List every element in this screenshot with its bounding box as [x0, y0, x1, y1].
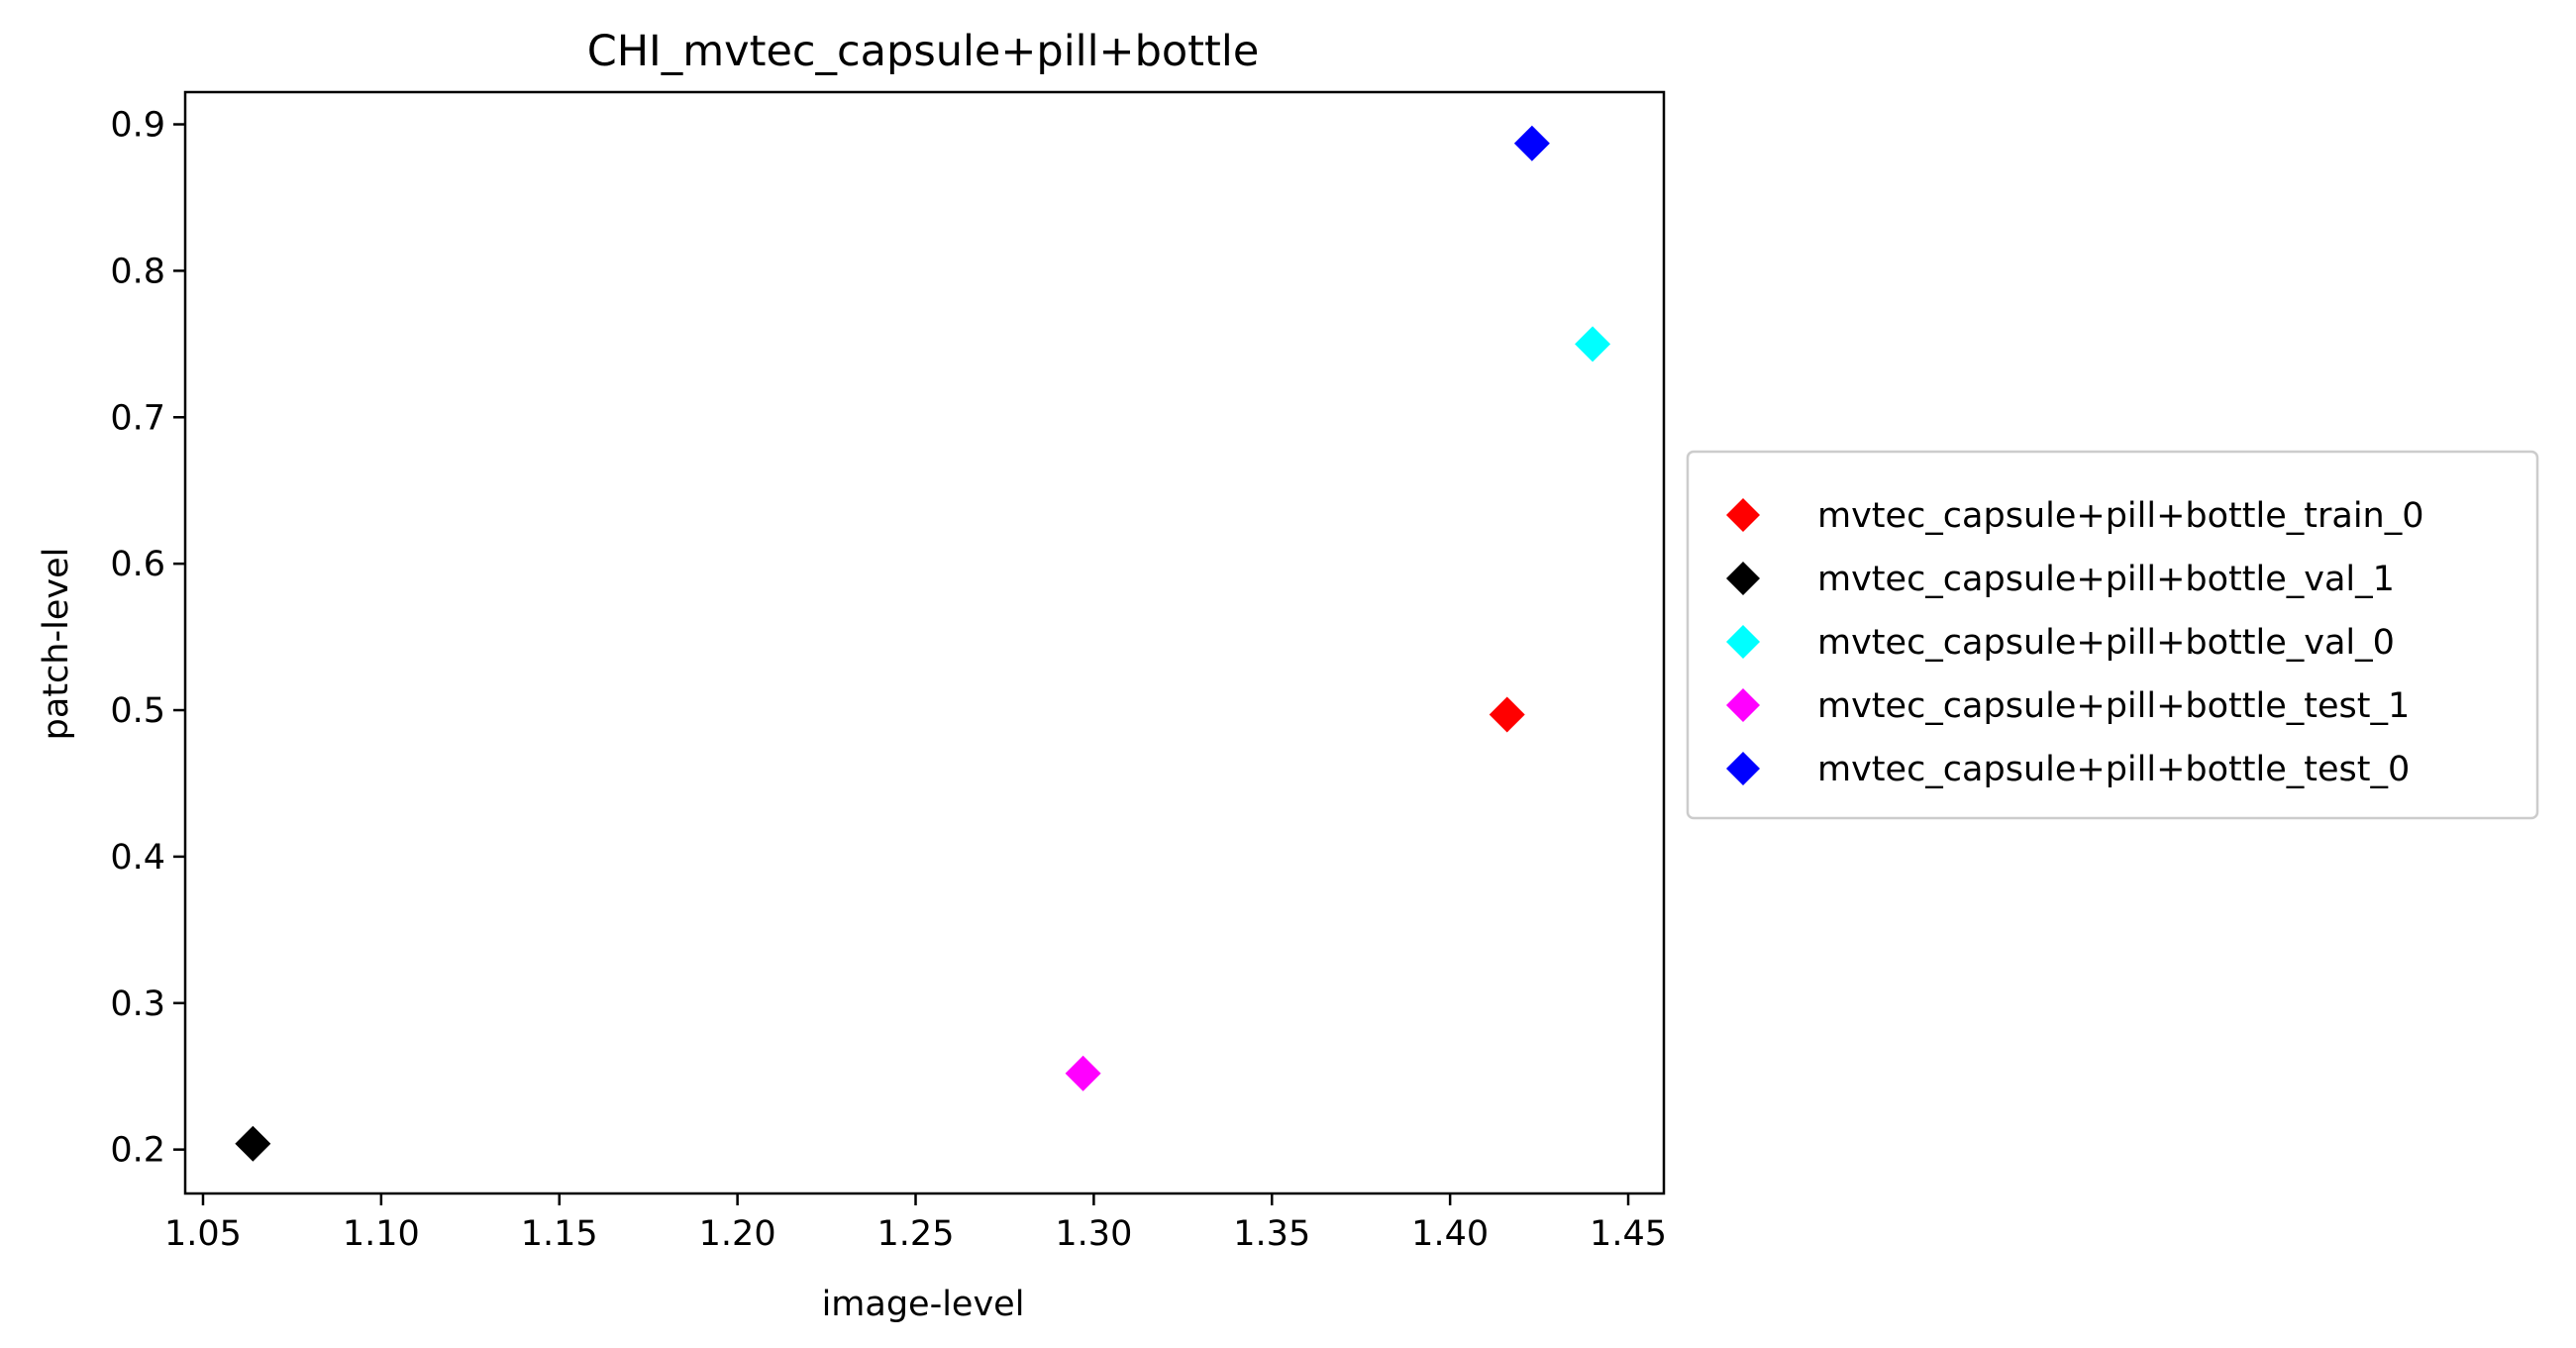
x-tick-label: 1.20 [699, 1214, 776, 1254]
legend-label: mvtec_capsule+pill+bottle_train_0 [1817, 496, 2424, 536]
y-axis-ticks: 0.2 0.3 0.4 0.5 0.6 0.7 0.8 0.9 [110, 106, 185, 1171]
data-point [1065, 1055, 1101, 1091]
x-tick-label: 1.15 [521, 1214, 598, 1254]
legend-marker [1726, 752, 1760, 785]
legend-marker [1726, 625, 1760, 659]
legend-items: mvtec_capsule+pill+bottle_train_0 mvtec_c… [1726, 496, 2424, 789]
y-tick-label: 0.4 [110, 838, 165, 878]
legend-frame [1686, 450, 2539, 820]
data-point [1513, 125, 1550, 161]
plot-area-frame [183, 90, 1666, 1195]
x-tick-label: 1.30 [1055, 1214, 1132, 1254]
x-tick-label: 1.10 [343, 1214, 420, 1254]
data-point [235, 1125, 271, 1162]
y-tick-label: 0.5 [110, 691, 165, 731]
x-axis-label: image-level [822, 1285, 1025, 1324]
data-point [1489, 696, 1525, 733]
legend-label: mvtec_capsule+pill+bottle_val_0 [1817, 623, 2395, 663]
y-tick-label: 0.2 [110, 1131, 165, 1171]
legend-marker [1726, 498, 1760, 532]
data-points [235, 125, 1611, 1162]
x-tick-label: 1.35 [1233, 1214, 1310, 1254]
y-tick-label: 0.7 [110, 398, 165, 438]
y-tick-label: 0.6 [110, 545, 165, 584]
legend-label: mvtec_capsule+pill+bottle_test_0 [1817, 750, 2410, 789]
x-tick-label: 1.40 [1411, 1214, 1489, 1254]
data-point [1575, 326, 1611, 363]
legend-marker [1726, 688, 1760, 722]
x-tick-label: 1.45 [1590, 1214, 1667, 1254]
legend-marker [1726, 562, 1760, 595]
y-tick-label: 0.8 [110, 252, 165, 291]
legend: mvtec_capsule+pill+bottle_train_0 mvtec_c… [1686, 450, 2539, 820]
legend-label: mvtec_capsule+pill+bottle_val_1 [1817, 560, 2395, 599]
y-tick-label: 0.3 [110, 985, 165, 1024]
y-tick-label: 0.9 [110, 106, 165, 146]
x-tick-label: 1.25 [877, 1214, 955, 1254]
y-axis-label: patch-level [37, 548, 76, 741]
chart-title: CHI_mvtec_capsule+pill+bottle [587, 27, 1260, 76]
x-tick-label: 1.05 [164, 1214, 242, 1254]
legend-label: mvtec_capsule+pill+bottle_test_1 [1817, 686, 2410, 726]
x-axis-ticks: 1.05 1.10 1.15 1.20 1.25 1.30 1.35 1.40 1.45 [164, 1193, 1667, 1254]
